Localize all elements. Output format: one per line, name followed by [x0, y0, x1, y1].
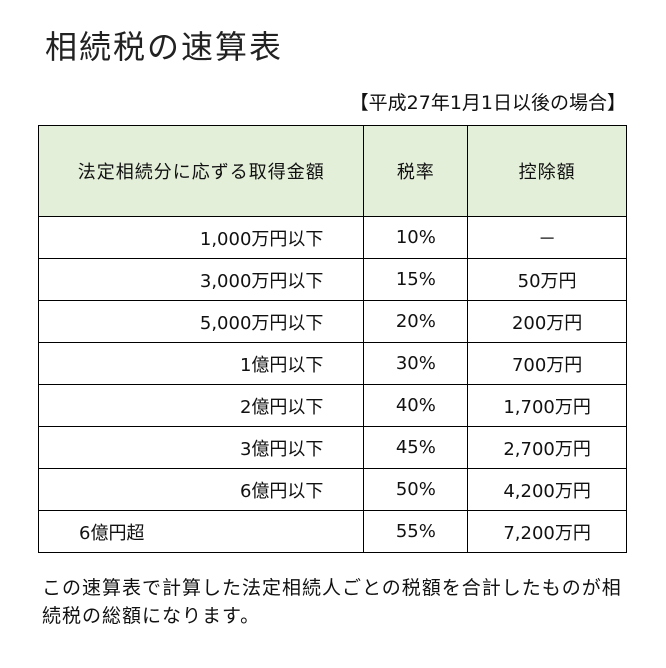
tax-rate-table: 法定相続分に応ずる取得金額 税率 控除額 1,000万円以下 10% － 3,0… [37, 125, 627, 553]
deduction-cell: 4,200万円 [467, 468, 627, 511]
table-row: 6億円以下 50% 4,200万円 [37, 468, 627, 511]
header-deduction: 控除額 [467, 125, 627, 217]
table-row: 3億円以下 45% 2,700万円 [37, 426, 627, 469]
amount-cell: 5,000万円以下 [37, 300, 365, 343]
header-tax-rate: 税率 [363, 125, 469, 217]
amount-cell: 6億円以下 [37, 468, 365, 511]
rate-cell: 15% [363, 258, 469, 301]
footnote: この速算表で計算した法定相続人ごとの税額を合計したものが相続税の総額になります。 [42, 577, 622, 627]
table-row: 5,000万円以下 20% 200万円 [37, 300, 627, 343]
table-row: 3,000万円以下 15% 50万円 [37, 258, 627, 301]
deduction-cell: 700万円 [467, 342, 627, 385]
amount-cell: 1,000万円以下 [37, 216, 365, 259]
rate-cell: 20% [363, 300, 469, 343]
deduction-cell: 50万円 [467, 258, 627, 301]
rate-cell: 55% [363, 510, 469, 553]
amount-cell: 6億円超 [37, 510, 365, 553]
rate-cell: 50% [363, 468, 469, 511]
deduction-cell: 1,700万円 [467, 384, 627, 427]
rate-cell: 30% [363, 342, 469, 385]
table-row: 1億円以下 30% 700万円 [37, 342, 627, 385]
header-acquired-amount: 法定相続分に応ずる取得金額 [37, 125, 365, 217]
deduction-cell: 2,700万円 [467, 426, 627, 469]
table-row: 2億円以下 40% 1,700万円 [37, 384, 627, 427]
amount-cell: 3億円以下 [37, 426, 365, 469]
rate-cell: 45% [363, 426, 469, 469]
rate-cell: 10% [363, 216, 469, 259]
table-row: 6億円超 55% 7,200万円 [37, 510, 627, 553]
amount-cell: 2億円以下 [37, 384, 365, 427]
effective-date-label: 【平成27年1月1日以後の場合】 [349, 92, 626, 114]
deduction-cell: 7,200万円 [467, 510, 627, 553]
rate-cell: 40% [363, 384, 469, 427]
amount-cell: 3,000万円以下 [37, 258, 365, 301]
page-title: 相続税の速算表 [45, 28, 284, 66]
deduction-cell: － [467, 216, 627, 259]
table-header-row: 法定相続分に応ずる取得金額 税率 控除額 [37, 125, 627, 217]
table-row: 1,000万円以下 10% － [37, 216, 627, 259]
amount-cell: 1億円以下 [37, 342, 365, 385]
deduction-cell: 200万円 [467, 300, 627, 343]
